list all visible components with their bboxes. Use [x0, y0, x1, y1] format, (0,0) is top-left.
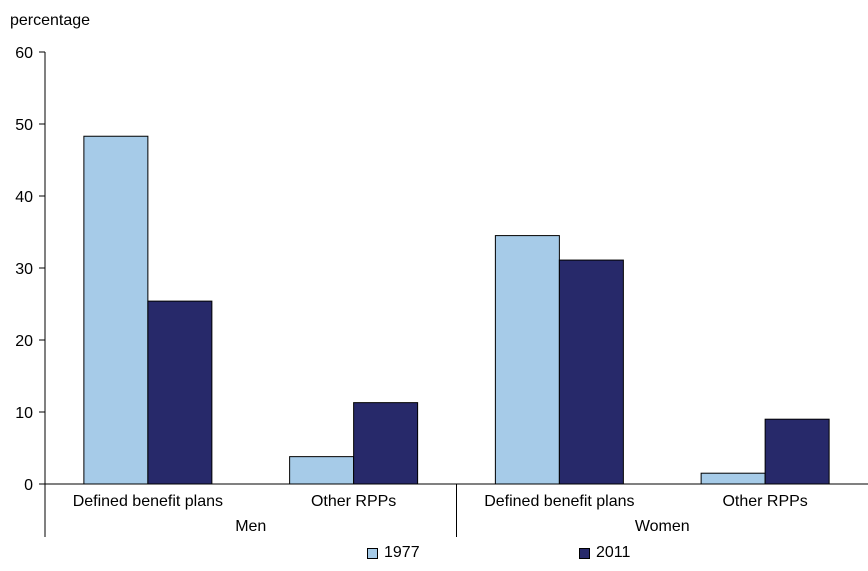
- bar-1977: [83, 135, 149, 485]
- bar-1977: [289, 456, 355, 485]
- y-tick-label: 60: [15, 45, 33, 62]
- bars: [83, 135, 830, 485]
- bar-2011: [558, 259, 624, 485]
- y-axis-label: percentage: [10, 12, 90, 29]
- y-tick-label: 0: [24, 477, 33, 494]
- legend-item-2011: 2011: [579, 544, 630, 562]
- y-tick-label: 30: [15, 261, 33, 278]
- x-axis: Defined benefit plans Other RPPs Defined b…: [44, 483, 868, 537]
- bar-2011: [353, 402, 419, 485]
- legend-item-1977: 1977: [367, 544, 420, 562]
- legend-swatch-2011: [579, 547, 590, 559]
- legend-label-1977: 1977: [384, 544, 420, 561]
- bar-1977: [700, 472, 766, 485]
- x-group-label: Women: [635, 518, 690, 535]
- bar-1977: [494, 235, 560, 485]
- y-tick-label: 10: [15, 405, 33, 422]
- legend-label-2011: 2011: [596, 544, 631, 561]
- x-category-label: Other RPPs: [311, 493, 396, 510]
- x-category-label: Defined benefit plans: [73, 493, 223, 510]
- bar-2011: [147, 300, 213, 485]
- x-category-label: Defined benefit plans: [484, 493, 634, 510]
- y-axis: 0 10 20 30 40 50 60: [15, 45, 46, 494]
- legend-swatch-1977: [367, 547, 378, 559]
- y-tick-label: 40: [15, 189, 33, 206]
- x-group-label: Men: [235, 518, 266, 535]
- y-tick-label: 20: [15, 333, 33, 350]
- bar-2011: [764, 418, 830, 485]
- y-tick-label: 50: [15, 117, 33, 134]
- x-category-label: Other RPPs: [722, 493, 807, 510]
